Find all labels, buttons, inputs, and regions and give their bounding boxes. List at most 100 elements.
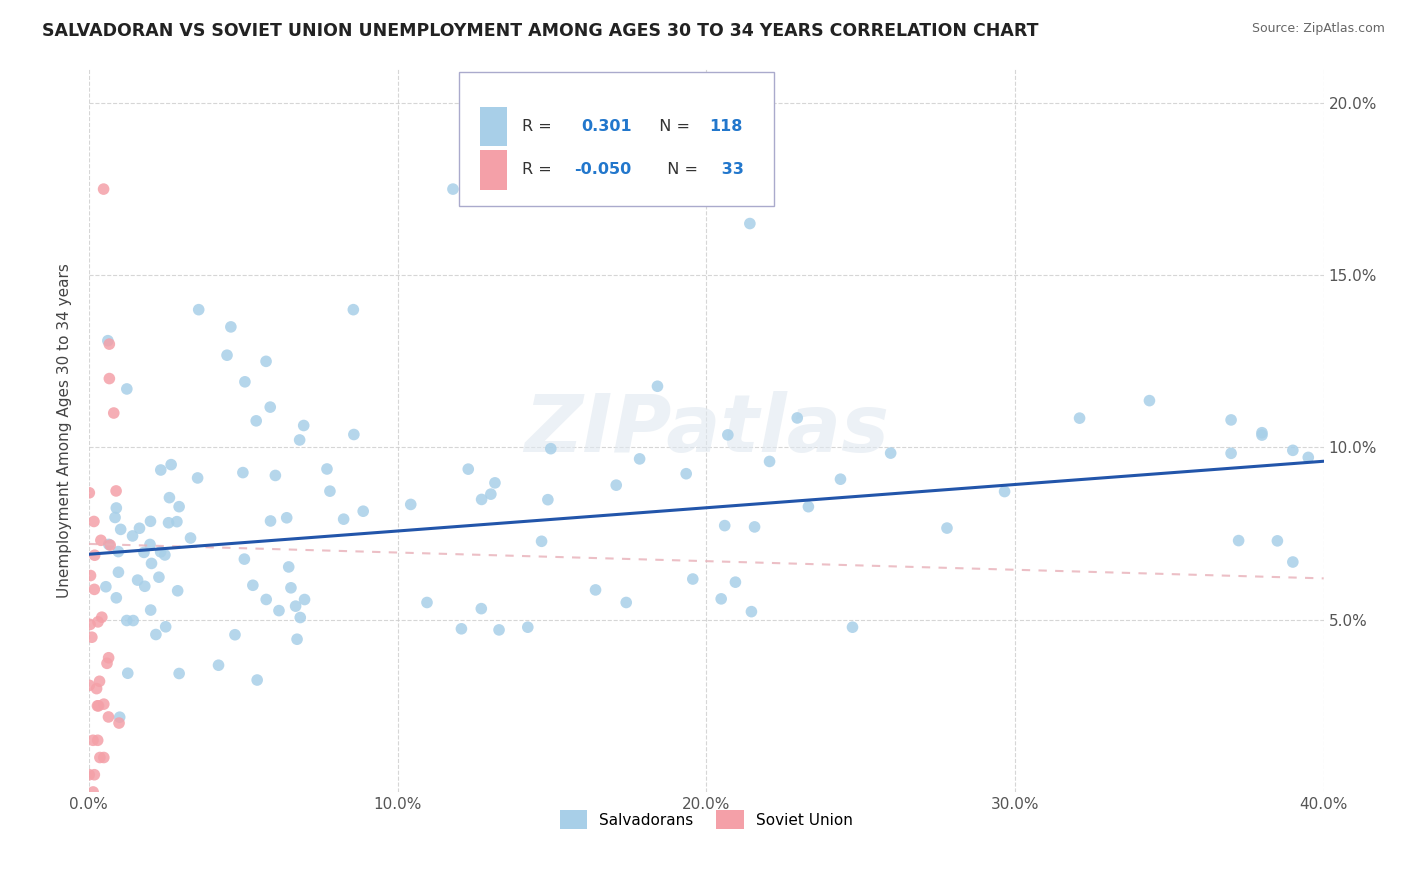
Point <box>416 595 439 609</box>
Point <box>471 492 494 507</box>
Point <box>233 375 256 389</box>
Point <box>342 302 364 317</box>
Point <box>936 521 959 535</box>
Point <box>628 451 651 466</box>
Point <box>166 515 188 529</box>
Y-axis label: Unemployment Among Ages 30 to 34 years: Unemployment Among Ages 30 to 34 years <box>58 263 72 598</box>
Point <box>180 531 202 545</box>
Point <box>166 583 188 598</box>
Point <box>157 516 180 530</box>
Point <box>675 467 697 481</box>
Point <box>245 414 267 428</box>
Point <box>744 520 766 534</box>
Point <box>1069 411 1091 425</box>
Point <box>167 500 190 514</box>
Point <box>488 623 510 637</box>
Point <box>316 462 339 476</box>
Point <box>614 595 637 609</box>
Point <box>79 485 101 500</box>
Text: R =: R = <box>522 119 562 134</box>
Text: ZIPatlas: ZIPatlas <box>524 392 889 469</box>
Point <box>79 617 101 632</box>
Point <box>96 657 118 671</box>
Point <box>215 348 238 362</box>
Point <box>1282 555 1305 569</box>
Point <box>352 504 374 518</box>
Point <box>89 674 111 689</box>
Point <box>343 427 366 442</box>
Point <box>141 557 163 571</box>
Point <box>105 591 128 605</box>
Text: 118: 118 <box>709 119 742 134</box>
Point <box>1139 393 1161 408</box>
Point <box>149 545 172 559</box>
Point <box>107 544 129 558</box>
Point <box>187 471 209 485</box>
Point <box>97 710 120 724</box>
Point <box>79 568 101 582</box>
Point <box>153 548 176 562</box>
Point <box>457 462 479 476</box>
Point <box>98 337 121 351</box>
Point <box>267 604 290 618</box>
Point <box>290 610 312 624</box>
Point <box>86 681 108 696</box>
Point <box>107 566 129 580</box>
Text: N =: N = <box>650 119 696 134</box>
Point <box>292 418 315 433</box>
Point <box>86 698 108 713</box>
Point <box>122 614 145 628</box>
Point <box>537 492 560 507</box>
Point <box>121 529 143 543</box>
Point <box>90 610 112 624</box>
Point <box>187 302 209 317</box>
Point <box>537 113 560 128</box>
Point <box>516 620 538 634</box>
Point <box>1227 533 1250 548</box>
Point <box>264 468 287 483</box>
Text: -0.050: -0.050 <box>574 162 631 178</box>
Point <box>797 500 820 514</box>
Point <box>219 319 242 334</box>
Point <box>319 484 342 499</box>
Point <box>139 603 162 617</box>
Point <box>470 601 492 615</box>
Text: Source: ZipAtlas.com: Source: ZipAtlas.com <box>1251 22 1385 36</box>
Point <box>80 630 103 644</box>
Point <box>254 354 277 368</box>
FancyBboxPatch shape <box>460 72 775 206</box>
Point <box>540 442 562 456</box>
Point <box>105 483 128 498</box>
Point <box>399 498 422 512</box>
Point <box>724 575 747 590</box>
Point <box>332 512 354 526</box>
Point <box>108 710 131 724</box>
Point <box>160 458 183 472</box>
Point <box>1220 446 1243 460</box>
Point <box>1296 450 1319 465</box>
Point <box>450 622 472 636</box>
Point <box>259 400 281 414</box>
Point <box>105 500 128 515</box>
Point <box>288 433 311 447</box>
Point <box>280 581 302 595</box>
Point <box>740 605 762 619</box>
Point <box>83 548 105 562</box>
Text: N =: N = <box>657 162 703 178</box>
Point <box>585 582 607 597</box>
Point <box>647 379 669 393</box>
Point <box>993 484 1015 499</box>
Point <box>97 650 120 665</box>
Point <box>479 487 502 501</box>
Point <box>83 768 105 782</box>
Point <box>148 570 170 584</box>
Point <box>79 678 101 692</box>
Text: SALVADORAN VS SOVIET UNION UNEMPLOYMENT AMONG AGES 30 TO 34 YEARS CORRELATION CH: SALVADORAN VS SOVIET UNION UNEMPLOYMENT … <box>42 22 1039 40</box>
Point <box>441 182 464 196</box>
Point <box>276 510 298 524</box>
Point <box>86 733 108 747</box>
Point <box>94 580 117 594</box>
Point <box>242 578 264 592</box>
Point <box>87 615 110 629</box>
Point <box>139 514 162 528</box>
